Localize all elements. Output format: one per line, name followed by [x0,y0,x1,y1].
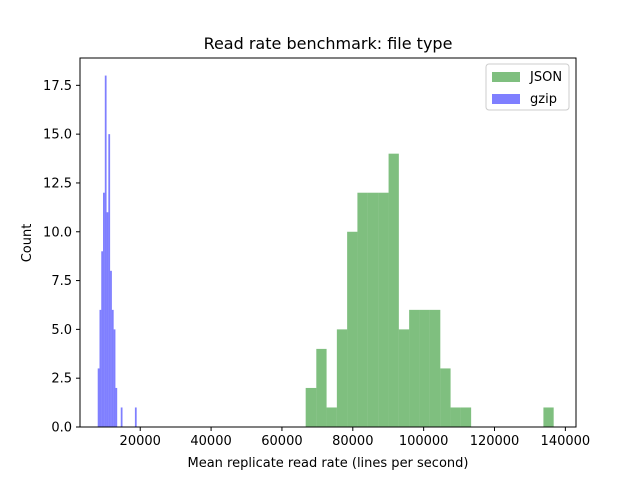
chart-title: Read rate benchmark: file type [204,34,453,53]
legend-label-gzip: gzip [530,92,557,107]
bar-json-4 [347,231,358,427]
bar-gzip-3 [103,192,105,427]
bar-gzip-8 [111,309,114,427]
bar-json-0 [305,387,317,427]
bar-json-10 [409,309,420,427]
bar-json-1 [316,348,327,427]
bar-json-9 [398,329,410,427]
bar-json-14 [450,407,461,427]
bar-gzip-9 [113,329,116,427]
legend-swatch-gzip [492,94,520,104]
x-tick-label: 40000 [190,434,231,449]
x-tick-label: 60000 [261,434,302,449]
bar-json-2 [326,407,337,427]
x-tick-label: 80000 [332,434,373,449]
x-tick-label: 20000 [120,434,161,449]
bar-json-11 [419,309,430,427]
bar-json-8 [388,153,399,428]
y-tick-label: 7.5 [51,274,72,289]
bar-gzip-13 [120,407,123,427]
y-tick-label: 10.0 [43,225,72,240]
x-tick-label: 140000 [541,434,591,449]
bar-json-15 [460,407,472,427]
bars-layer [97,75,554,428]
bar-gzip-6 [108,134,111,427]
bar-gzip-14 [134,407,137,427]
x-tick-label: 100000 [399,434,449,449]
bar-json-5 [357,192,368,427]
bar-gzip-10 [115,387,118,427]
bar-gzip-4 [104,75,107,427]
y-axis-title: Count [20,224,35,263]
y-tick-label: 0.0 [51,421,72,436]
bar-json-6 [367,192,379,427]
bar-json-3 [336,329,348,427]
bar-gzip-5 [106,212,109,427]
bar-json-13 [440,368,451,427]
plot-frame [79,57,577,428]
legend-label-json: JSON [529,70,562,85]
y-tick-label: 5.0 [51,323,72,338]
bar-json-12 [429,309,441,427]
bar-gzip-0 [97,368,100,427]
bar-gzip-7 [110,270,112,427]
ticks-layer: 20000 40000 60000 80000 100000 120000 140000 0.… [43,79,590,449]
x-axis-title: Mean replicate read rate (lines per seco… [188,456,469,471]
bar-gzip-2 [101,251,104,427]
legend-swatch-json [492,72,520,82]
x-tick-label: 120000 [470,434,520,449]
legend: JSON gzip [485,63,570,111]
bar-json-23 [543,407,554,427]
y-tick-label: 15.0 [43,128,72,143]
bar-json-7 [378,192,389,427]
bar-gzip-1 [99,309,102,427]
y-tick-label: 2.5 [51,372,72,387]
y-tick-label: 12.5 [43,176,72,191]
y-tick-label: 17.5 [43,79,72,94]
